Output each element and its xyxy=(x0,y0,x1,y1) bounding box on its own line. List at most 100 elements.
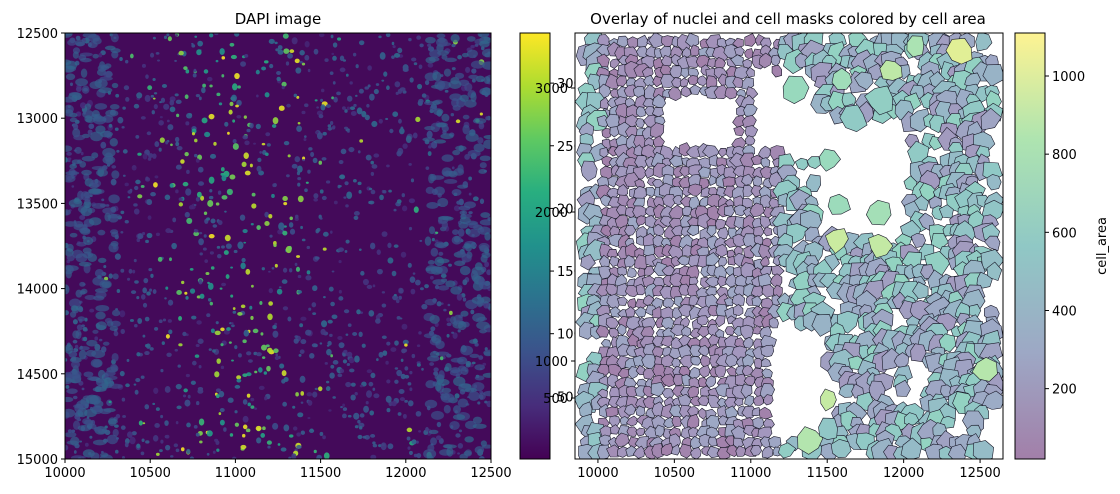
dapi-nucleus xyxy=(297,274,302,279)
dapi-nucleus xyxy=(207,200,214,207)
dapi-nucleus xyxy=(264,396,268,401)
dapi-nucleus xyxy=(468,211,473,215)
large-cell-mask xyxy=(864,85,894,116)
dapi-nucleus xyxy=(165,334,170,339)
dapi-nucleus xyxy=(145,440,150,444)
dapi-background-cell xyxy=(470,60,485,69)
dapi-nucleus xyxy=(114,424,119,428)
dapi-background-cell xyxy=(464,449,473,457)
dapi-nucleus xyxy=(465,360,472,366)
dapi-background-cell xyxy=(83,236,94,246)
dapi-background-cell xyxy=(111,82,119,89)
dapi-nucleus xyxy=(413,206,419,213)
dapi-nucleus xyxy=(129,318,134,322)
dapi-nucleus xyxy=(154,326,159,331)
dapi-nucleus xyxy=(484,261,490,268)
dapi-x-axis: 10000 10500 11000 11500 12000 12500 xyxy=(44,459,512,481)
dapi-background-cell xyxy=(100,65,110,71)
dapi-nucleus xyxy=(286,103,291,108)
dapi-nucleus xyxy=(412,132,418,139)
dapi-nucleus xyxy=(72,319,78,325)
dapi-background-cell xyxy=(479,40,490,48)
dapi-nucleus xyxy=(230,294,234,298)
dapi-nucleus xyxy=(294,58,300,64)
dapi-background-cell xyxy=(427,444,435,452)
dapi-nucleus xyxy=(311,302,317,308)
dapi-nucleus xyxy=(418,331,422,335)
dapi-nucleus xyxy=(346,191,353,199)
overlay-x-tick-label: 12000 xyxy=(883,466,924,481)
dapi-nucleus xyxy=(484,400,488,404)
large-cell-mask xyxy=(945,37,973,65)
dapi-background-cell xyxy=(432,71,442,82)
dapi-nucleus xyxy=(104,276,109,281)
dapi-colorbar-gradient xyxy=(519,32,551,460)
cell-mask xyxy=(761,357,772,368)
dapi-nucleus xyxy=(69,82,73,87)
dapi-nucleus xyxy=(381,231,388,237)
dapi-nucleus xyxy=(214,33,219,36)
dapi-nucleus xyxy=(451,43,456,48)
dapi-nucleus xyxy=(142,302,148,308)
dapi-nucleus xyxy=(232,139,237,144)
dapi-nucleus xyxy=(391,41,395,46)
dapi-nucleus xyxy=(94,336,99,341)
dapi-nucleus xyxy=(254,407,258,410)
dapi-x-tick-label: 10000 xyxy=(44,466,85,481)
dapi-nucleus xyxy=(132,269,136,274)
dapi-nucleus xyxy=(300,225,303,230)
dapi-nucleus xyxy=(303,135,307,138)
cell-mask xyxy=(609,424,621,435)
dapi-nucleus xyxy=(457,443,464,449)
dapi-nucleus xyxy=(212,224,218,228)
dapi-nucleus xyxy=(372,284,376,288)
dapi-nucleus xyxy=(113,330,119,337)
dapi-nucleus xyxy=(318,160,323,165)
dapi-nucleus xyxy=(124,219,129,224)
dapi-nucleus xyxy=(266,365,271,372)
dapi-background-cell xyxy=(69,163,77,169)
dapi-nucleus xyxy=(299,60,303,64)
cell-mask xyxy=(689,84,702,95)
cell-mask xyxy=(750,445,763,456)
cell-area-colorbar-tick-label: 1000 xyxy=(1052,70,1085,85)
dapi-nucleus xyxy=(79,215,86,221)
dapi-nucleus xyxy=(321,320,328,328)
cell-mask xyxy=(731,293,746,306)
dapi-background-cell xyxy=(459,265,471,276)
dapi-nucleus xyxy=(342,359,348,364)
dapi-nucleus xyxy=(204,131,211,138)
dapi-background-cell xyxy=(449,316,457,325)
dapi-background-cell xyxy=(104,45,116,51)
dapi-nucleus xyxy=(287,316,292,322)
dapi-nucleus xyxy=(215,394,220,399)
dapi-background-cell xyxy=(438,370,445,380)
dapi-nucleus xyxy=(421,367,424,371)
dapi-background-cell xyxy=(65,411,70,419)
dapi-nucleus xyxy=(308,147,313,151)
cell-mask xyxy=(636,106,646,118)
dapi-nucleus xyxy=(297,177,302,181)
dapi-nucleus xyxy=(125,97,130,102)
dapi-nucleus xyxy=(165,228,172,234)
dapi-background-cell xyxy=(438,42,452,47)
dapi-nucleus xyxy=(373,393,380,399)
cell-mask xyxy=(726,249,736,259)
dapi-nucleus xyxy=(419,239,423,242)
dapi-nucleus xyxy=(409,370,413,375)
cell-mask xyxy=(689,344,703,357)
cell-mask xyxy=(696,315,709,326)
overlay-y-tick-label: 1000 xyxy=(535,355,568,370)
dapi-nucleus xyxy=(141,438,145,442)
dapi-background-cell xyxy=(81,169,92,176)
dapi-background-cell xyxy=(479,155,491,162)
cell-mask xyxy=(668,155,683,168)
dapi-nucleus xyxy=(244,170,251,176)
cell-mask xyxy=(912,281,929,300)
dapi-panel: DAPI image 10000 10500 11000 11500 12000 1250… xyxy=(17,10,512,481)
dapi-nucleus xyxy=(137,317,143,324)
dapi-nucleus xyxy=(398,389,405,395)
dapi-nucleus xyxy=(197,338,204,344)
dapi-background-cell xyxy=(438,265,449,275)
dapi-background-cell xyxy=(468,391,480,401)
